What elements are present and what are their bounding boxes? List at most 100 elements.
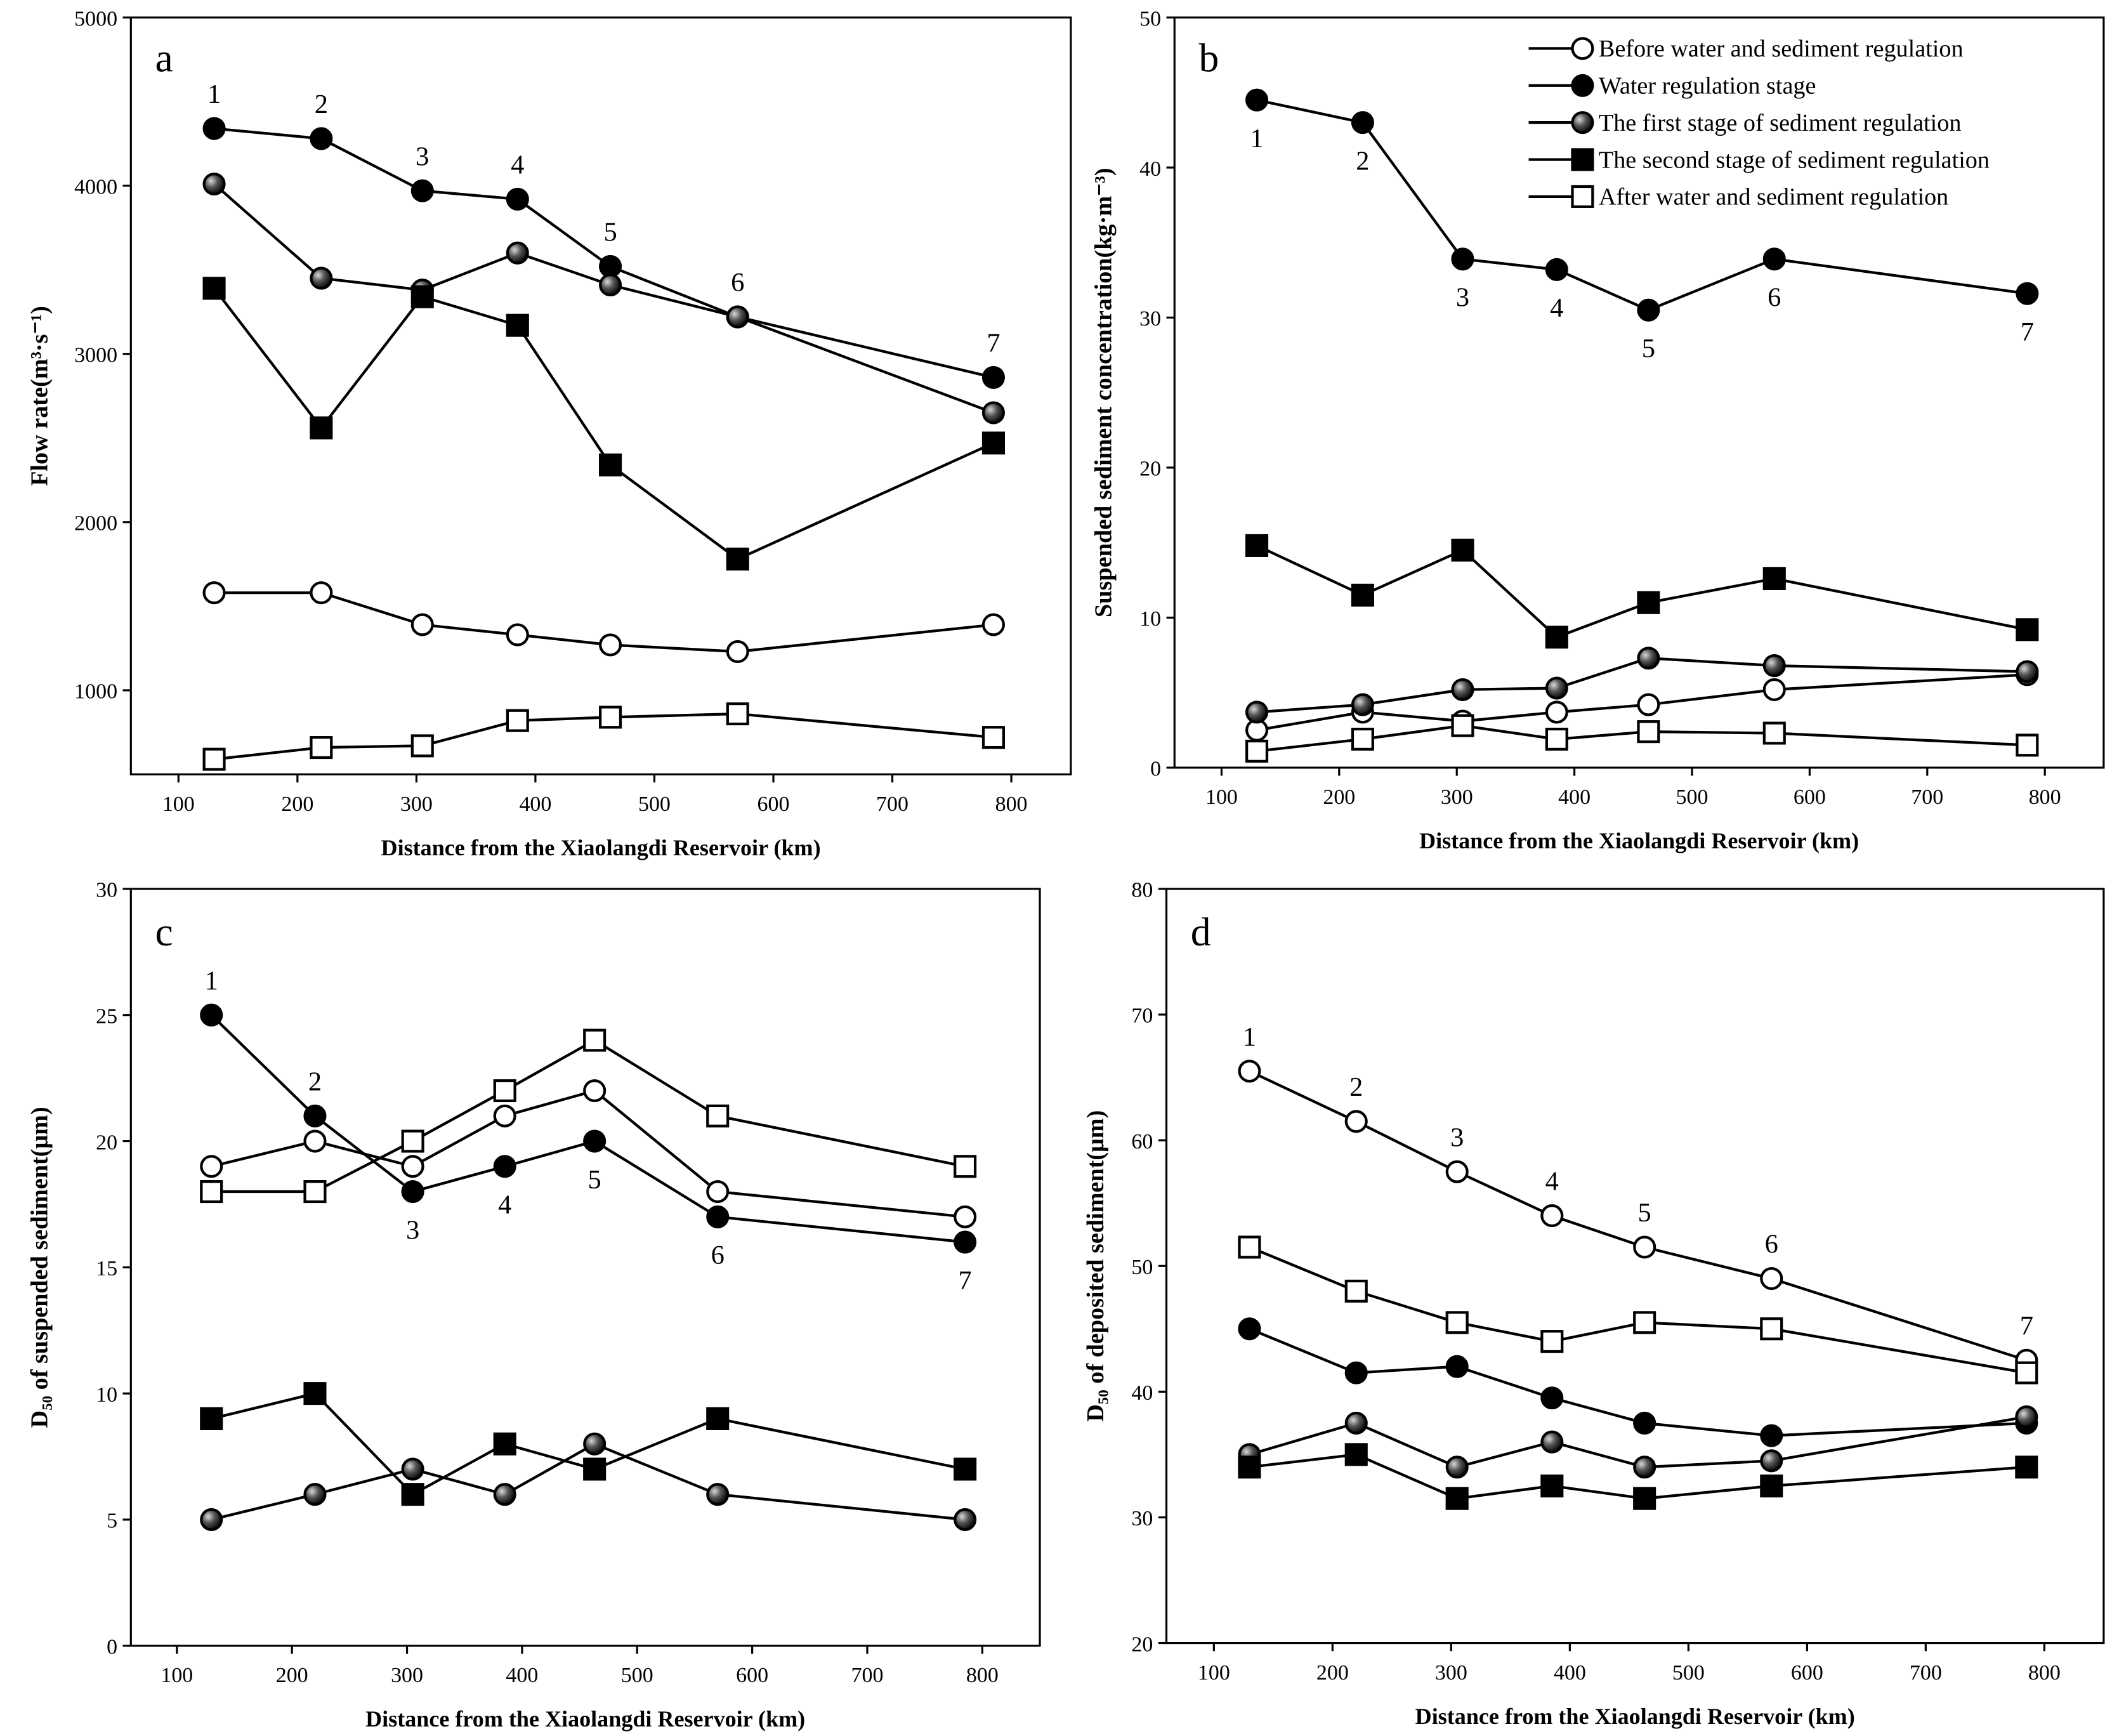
legend-label: After water and sediment regulation [1599,184,1948,211]
series-1 [200,1079,977,1228]
x-tick-label: 200 [281,792,313,816]
point-number-label: 1 [205,966,218,996]
data-point [1238,1060,1261,1083]
data-point [583,1457,607,1481]
legend: Before water and sediment regulation Wate… [1528,36,1990,211]
data-point [1540,1474,1564,1497]
data-point [401,1180,424,1204]
point-number-label: 6 [731,268,744,298]
data-point [706,1407,730,1430]
data-point [981,401,1005,424]
y-tick-label: 5 [107,1509,117,1533]
y-tick-label: 5000 [74,7,117,30]
x-tick-label: 200 [1316,1661,1349,1685]
x-axis-label: Distance from the Xiaolangdi Reservoir (… [1419,828,1859,853]
data-point [200,1407,223,1430]
series-1 [202,581,1005,664]
data-point [1545,727,1568,751]
data-point [303,1483,327,1506]
data-point [200,1508,223,1532]
point-number-label: 3 [1450,1122,1464,1152]
y-tick-label: 0 [1150,758,1161,781]
data-point [981,431,1005,455]
data-point [726,305,749,329]
point-number-label: 5 [1642,334,1655,364]
y-tick-label: 0 [107,1636,117,1659]
y-tick-label: 10 [1139,607,1161,631]
x-tick-label: 800 [995,792,1028,816]
data-point [1351,727,1374,751]
point-number-label: 3 [406,1215,419,1245]
x-tick-label: 200 [276,1664,308,1687]
data-point [200,1180,223,1204]
x-tick-label: 100 [1198,1661,1230,1685]
x-tick-label: 700 [1910,1661,1942,1685]
data-point [1637,591,1660,614]
y-tick-label: 50 [1139,7,1161,30]
data-point [202,277,226,300]
data-point [954,1230,977,1254]
series-2 [1245,88,2039,322]
data-point [1445,1456,1469,1479]
point-number-label: 6 [1765,1230,1778,1259]
legend-marker [1571,148,1594,171]
legend-marker [1571,37,1594,60]
point-number-label: 4 [511,150,524,180]
y-tick-label: 40 [1131,1381,1153,1405]
x-tick-label: 200 [1323,786,1355,809]
point-number-label: 1 [1250,124,1263,154]
point-number-label: 7 [959,1266,972,1296]
data-point [1445,1355,1469,1378]
point-number-label: 4 [498,1190,511,1220]
data-point [202,581,226,605]
series-1 [1238,1060,2038,1372]
data-point [1445,1160,1469,1183]
y-tick-label: 20 [1139,457,1161,481]
series-4 [200,1382,977,1506]
data-point [310,416,333,440]
data-point [706,1104,730,1128]
data-point [954,1457,977,1481]
data-point [1633,1456,1656,1479]
data-point [493,1104,516,1128]
legend-item: The second stage of sediment regulation [1528,147,1990,173]
legend-label: Water regulation stage [1599,73,1816,100]
y-axis-label: D₅₀ of suspended sediment(μm) [27,1107,53,1428]
data-point [1633,1411,1656,1435]
x-tick-label: 300 [400,792,433,816]
data-point [410,734,434,758]
x-tick-label: 100 [1205,786,1238,809]
data-point [726,548,749,571]
data-point [1451,247,1474,271]
data-point [1445,1311,1469,1334]
plot-frame [129,16,1072,776]
series-5 [202,702,1005,771]
y-axis-label: Flow rate(m³·s⁻¹) [27,306,53,486]
series-4 [202,277,1005,571]
data-point [493,1079,516,1103]
x-tick-label: 600 [1791,1661,1823,1685]
panel-letter: a [155,35,173,80]
y-tick-label: 15 [96,1257,117,1280]
point-number-label: 6 [1768,283,1781,313]
x-tick-label: 100 [162,792,195,816]
series-2 [200,1003,977,1254]
y-tick-label: 70 [1131,1004,1153,1028]
legend-marker [1571,74,1594,97]
x-tick-label: 500 [1676,786,1709,809]
x-tick-label: 700 [851,1664,884,1687]
point-number-label: 5 [588,1165,601,1195]
data-point [1633,1487,1656,1510]
x-tick-label: 500 [638,792,671,816]
y-tick-label: 4000 [74,175,117,199]
x-tick-label: 400 [1554,1661,1586,1685]
data-point [202,172,226,196]
y-tick-label: 20 [1131,1633,1153,1656]
data-point [2015,1456,2038,1479]
data-point [954,1508,977,1532]
data-point [2015,1361,2038,1384]
series-4 [1245,534,2039,649]
point-number-label: 1 [207,79,221,109]
y-tick-label: 1000 [74,680,117,704]
